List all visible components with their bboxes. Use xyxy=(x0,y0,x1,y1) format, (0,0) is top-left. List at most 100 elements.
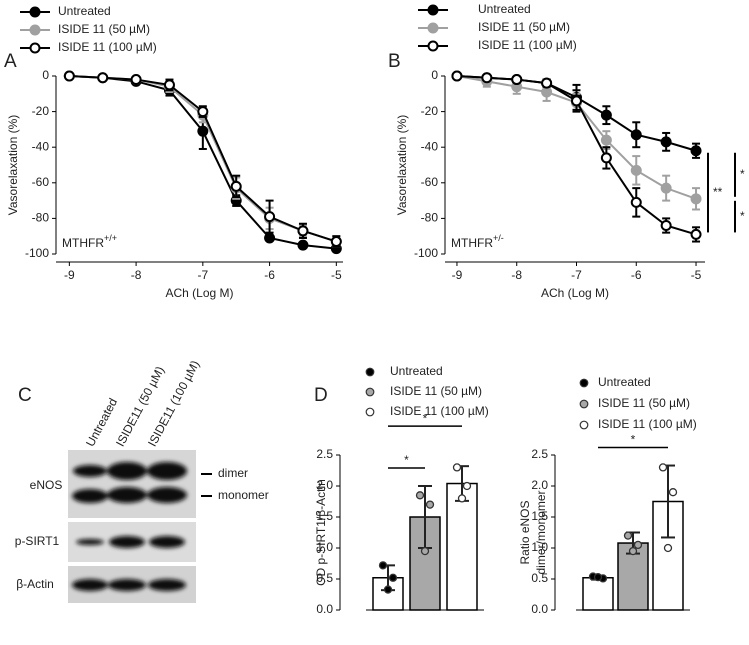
panel-label: D xyxy=(314,385,328,406)
legend-label: Untreated xyxy=(478,2,531,16)
x-axis-label: ACh (Log M) xyxy=(165,286,233,300)
data-point xyxy=(593,572,603,582)
point xyxy=(660,182,672,194)
y-tick-label: 2.0 xyxy=(316,478,333,492)
x-tick-label: -6 xyxy=(264,268,275,282)
x-tick-label: -7 xyxy=(198,268,209,282)
y-axis-label: Ratio eNOS xyxy=(518,500,532,564)
y-tick-label: 1.0 xyxy=(531,540,548,554)
series-line xyxy=(69,75,337,243)
point xyxy=(570,95,582,107)
y-tick-label: 2.5 xyxy=(316,447,333,461)
point xyxy=(481,72,493,84)
legend-marker xyxy=(365,387,375,397)
point xyxy=(163,79,175,91)
data-point xyxy=(452,463,462,472)
y-tick-label: -40 xyxy=(421,139,439,153)
legend-label: ISIDE 11 (50 µM) xyxy=(478,20,570,34)
significance-label: * xyxy=(740,209,745,223)
legend-label: Untreated xyxy=(58,4,111,18)
legend-marker xyxy=(29,42,41,54)
legend-label: ISIDE 11 (100 µM) xyxy=(58,40,157,54)
significance-label: ** xyxy=(713,185,723,199)
point xyxy=(660,220,672,232)
row-label: β-Actin xyxy=(16,577,54,591)
y-tick-label: -100 xyxy=(414,246,438,260)
point xyxy=(197,125,209,137)
legend-label: ISIDE 11 (50 µM) xyxy=(390,384,482,398)
legend-marker xyxy=(579,399,589,409)
legend-marker xyxy=(29,6,41,18)
y-tick-label: 0.0 xyxy=(531,602,548,616)
legend-marker xyxy=(579,378,589,388)
data-point xyxy=(388,573,398,582)
x-tick-label: -9 xyxy=(64,268,75,282)
point xyxy=(630,129,642,141)
y-tick-label: 2.0 xyxy=(531,478,548,492)
y-axis-label: Vasorelaxation (%) xyxy=(6,115,20,216)
legend-marker xyxy=(365,407,375,417)
data-point xyxy=(623,531,633,540)
point xyxy=(600,152,612,164)
blot-strip xyxy=(68,450,196,518)
data-point xyxy=(420,546,430,556)
band-label: dimer xyxy=(218,466,248,480)
series-line xyxy=(69,75,337,250)
x-tick-label: -8 xyxy=(131,268,142,282)
point xyxy=(97,72,109,84)
y-axis-label: OD p-SIRT1/β-Actin xyxy=(314,479,328,586)
y-tick-label: -20 xyxy=(421,104,439,118)
data-point xyxy=(462,481,472,491)
legend-label: ISIDE 11 (100 µM) xyxy=(478,38,577,52)
row-label: p-SIRT1 xyxy=(15,534,60,548)
y-tick-label: 0 xyxy=(42,68,49,82)
y-tick-label: -80 xyxy=(32,211,50,225)
data-point xyxy=(415,491,425,500)
legend-marker xyxy=(427,22,439,34)
annotation-sup: +/- xyxy=(493,233,504,243)
data-point xyxy=(425,500,435,509)
y-tick-label: 0.5 xyxy=(531,571,548,585)
point xyxy=(197,106,209,118)
point xyxy=(541,86,553,98)
x-tick-label: -8 xyxy=(511,268,522,282)
y-tick-label: -60 xyxy=(32,175,50,189)
y-axis-label: dimer/monomer xyxy=(534,490,548,574)
significance-label: * xyxy=(423,411,428,425)
data-point xyxy=(658,463,668,472)
point xyxy=(297,239,309,251)
legend-label: ISIDE 11 (50 µM) xyxy=(598,396,690,410)
legend-marker xyxy=(427,4,439,16)
bar xyxy=(446,482,478,611)
annotation-text: MTHFR xyxy=(451,236,493,250)
y-tick-label: -60 xyxy=(421,175,439,189)
y-tick-label: 0.5 xyxy=(316,571,333,585)
row-label: eNOS xyxy=(30,478,63,492)
blot-panel: C Untreated ISIDE11 (50 µM) ISIDE11 (100… xyxy=(15,358,269,603)
point xyxy=(660,136,672,148)
point xyxy=(690,228,702,240)
data-point xyxy=(633,540,643,550)
significance-label: * xyxy=(404,453,409,467)
point xyxy=(130,74,142,86)
panel-label: B xyxy=(388,51,401,72)
band-label: monomer xyxy=(218,488,269,502)
point xyxy=(63,70,75,82)
y-tick-label: -80 xyxy=(421,211,439,225)
bar xyxy=(409,516,441,611)
y-tick-label: -40 xyxy=(32,139,50,153)
y-tick-label: 0 xyxy=(431,68,438,82)
y-tick-label: -100 xyxy=(25,246,49,260)
series-line xyxy=(69,75,337,243)
significance-label: * xyxy=(631,433,636,447)
point xyxy=(630,164,642,176)
annotation-text: MTHFR xyxy=(62,236,104,250)
data-point xyxy=(663,543,673,553)
legend-marker xyxy=(427,40,439,52)
legend-marker xyxy=(579,420,589,430)
point xyxy=(264,232,276,244)
y-tick-label: 1.5 xyxy=(316,509,333,523)
point xyxy=(600,109,612,121)
annotation-sup: +/+ xyxy=(104,233,117,243)
